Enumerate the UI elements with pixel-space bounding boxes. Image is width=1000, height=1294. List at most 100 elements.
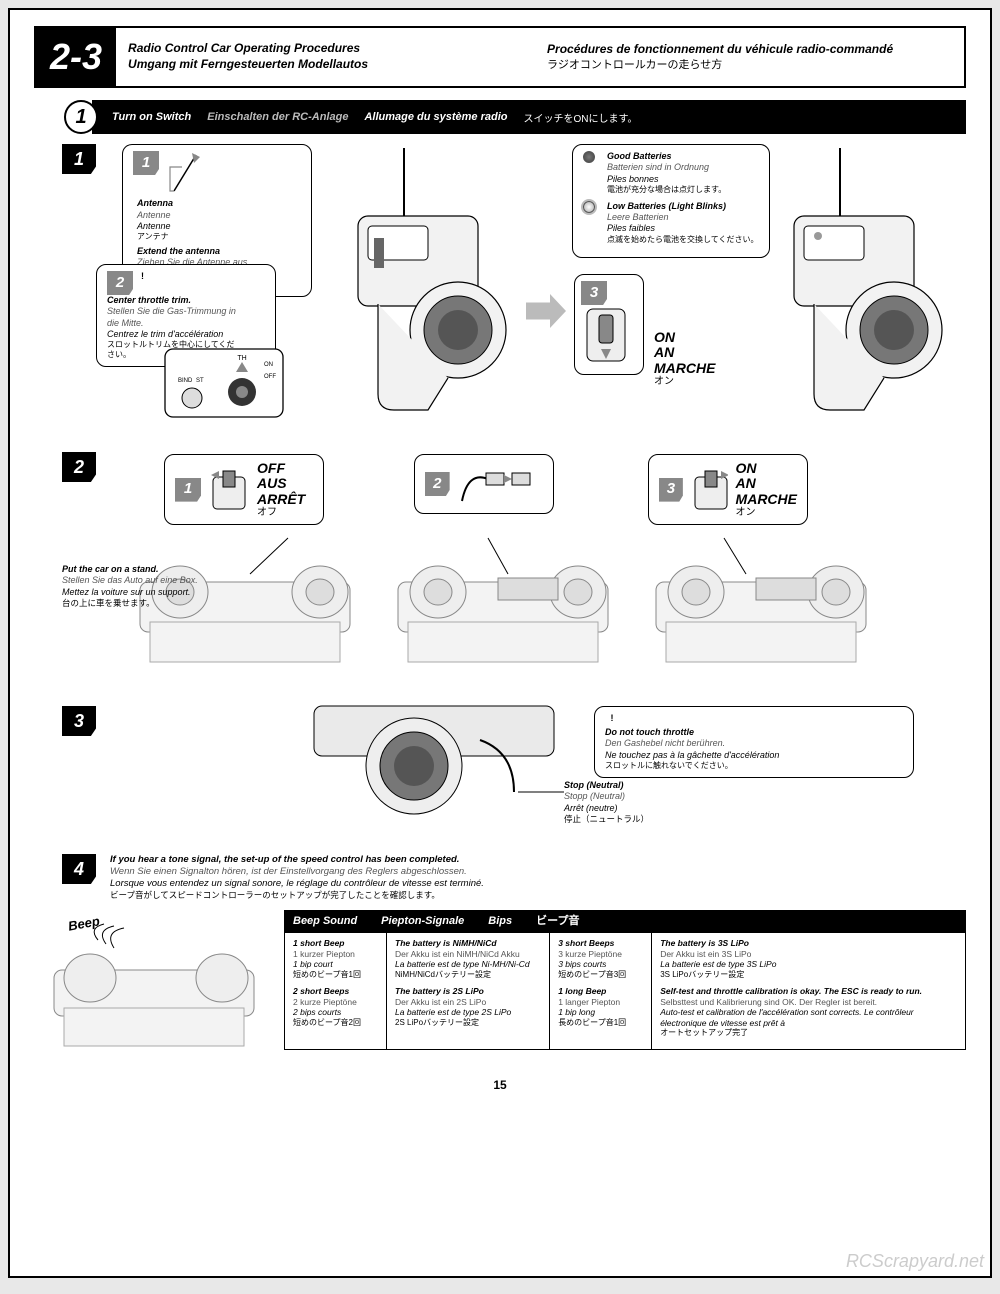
beep-h1: Beep Sound <box>293 915 357 929</box>
substep-1-circle: 1 <box>64 100 98 134</box>
on2-en: ON <box>736 461 797 476</box>
manual-page: 2-3 Radio Control Car Operating Procedur… <box>8 8 992 1278</box>
throttle-warning-callout: ! Do not touch throttle Den Gashebel nic… <box>594 706 914 778</box>
chassis-3-illustration <box>636 522 886 672</box>
stand-de: Stellen Sie das Auto auf eine Box. <box>62 575 262 586</box>
throttle-jp: スロットルに触れないでください。 <box>605 761 895 771</box>
good-de: Batterien sind in Ordnung <box>607 162 726 173</box>
step-1-row: 1 1 Antenna Antenne Antenne アンテナ Extend … <box>34 144 966 424</box>
tone-en: If you hear a tone signal, the set-up of… <box>110 854 484 866</box>
section-title-de: Umgang mit Ferngesteuerten Modellautos <box>128 57 507 73</box>
c2b-fr: La batterie est de type 2S LiPo <box>395 1007 541 1018</box>
c3a-de: 3 kurze Pieptöne <box>558 949 643 960</box>
tone-note: If you hear a tone signal, the set-up of… <box>110 854 484 900</box>
throttle-fr: Ne touchez pas à la gâchette d'accélérat… <box>605 750 895 761</box>
trim-fr: Centrez le trim d'accélération <box>107 329 237 340</box>
c2b-de: Der Akku ist ein 2S LiPo <box>395 997 541 1008</box>
c1a-de: 1 kurzer Piepton <box>293 949 378 960</box>
on-label-tx: ON AN MARCHE オン <box>654 330 715 387</box>
mini-step-2: 2 <box>107 271 133 295</box>
section-title-en: Radio Control Car Operating Procedures <box>128 41 507 57</box>
c1a-jp: 短めのビープ音1回 <box>293 970 378 980</box>
on-callout: 3 ON AN MARCHE オン <box>648 454 808 525</box>
trim-de: Stellen Sie die Gas-Trimmung in die Mitt… <box>107 306 237 329</box>
tone-de: Wenn Sie einen Signalton hören, ist der … <box>110 866 484 878</box>
svg-text:OFF: OFF <box>264 374 276 380</box>
good-en: Good Batteries <box>607 151 726 162</box>
c2a-de: Der Akku ist ein NiMH/NiCd Akku <box>395 949 541 960</box>
battery-connector-icon <box>458 461 543 507</box>
on2-jp: オン <box>736 507 797 518</box>
c1b-jp: 短めのビープ音2回 <box>293 1018 378 1028</box>
section-number: 2-3 <box>36 28 116 86</box>
c4b-fr: Auto-test et calibration de l'accélérati… <box>660 1007 957 1028</box>
c4a-de: Der Akku ist ein 3S LiPo <box>660 949 957 960</box>
switch-on-callout: 3 <box>574 274 644 375</box>
c2a-en: The battery is NiMH/NiCd <box>395 938 541 949</box>
off-de: AUS <box>257 476 305 491</box>
section-titles: Radio Control Car Operating Procedures U… <box>116 28 964 86</box>
mini-step-3: 3 <box>581 281 607 305</box>
c1b-de: 2 kurze Pieptöne <box>293 997 378 1008</box>
c2a-fr: La batterie est de type Ni-MH/Ni-Cd <box>395 959 541 970</box>
transmitter-wheel-icon <box>304 700 564 820</box>
page-number: 15 <box>34 1078 966 1092</box>
stop-jp: 停止（ニュートラル） <box>564 814 649 825</box>
c2b-en: The battery is 2S LiPo <box>395 986 541 997</box>
tone-jp: ビープ音がしてスピードコントローラーのセットアップが完了したことを確認します。 <box>110 890 484 901</box>
svg-text:BIND: BIND <box>178 378 193 384</box>
section-header: 2-3 Radio Control Car Operating Procedur… <box>34 26 966 88</box>
stand-fr: Mettez la voiture sur un support. <box>62 587 262 598</box>
good-jp: 電池が充分な場合は点灯します。 <box>607 185 726 195</box>
c4b-de: Selbsttest und Kalibrierung sind OK. Der… <box>660 997 957 1008</box>
mini-step-1: 1 <box>133 151 159 175</box>
connector-callout: 2 <box>414 454 554 514</box>
svg-text:TH: TH <box>237 355 246 362</box>
antenna-de: Antenne <box>137 210 247 221</box>
mini-step-2-1: 1 <box>175 478 201 502</box>
c3b-de: 1 langer Piepton <box>558 997 643 1008</box>
c3b-fr: 1 bip long <box>558 1007 643 1018</box>
arrow-right-icon <box>526 294 566 328</box>
stop-en: Stop (Neutral) <box>564 780 649 791</box>
trim-dial-icon: TH BINDST ONOFF <box>164 348 284 418</box>
on-en: ON <box>654 330 715 345</box>
beep-table-header: Beep Sound Piepton-Signale Bips ビープ音 <box>285 911 965 933</box>
transmitter-right-illustration <box>754 144 954 414</box>
warning-icon-2: ! <box>605 713 619 727</box>
throttle-de: Den Gashebel nicht berühren. <box>605 738 895 749</box>
substep-1-jp: スイッチをONにします。 <box>524 110 638 125</box>
stop-fr: Arrêt (neutre) <box>564 803 649 814</box>
stand-en: Put the car on a stand. <box>62 564 262 575</box>
c2b-jp: 2S LiPoバッテリー設定 <box>395 1018 541 1028</box>
c4a-jp: 3S LiPoバッテリー設定 <box>660 970 957 980</box>
c3b-en: 1 long Beep <box>558 986 643 997</box>
c3a-fr: 3 bips courts <box>558 959 643 970</box>
off-fr: ARRÊT <box>257 492 305 507</box>
step-4-row: 4 If you hear a tone signal, the set-up … <box>34 854 966 1060</box>
low-jp: 点滅を始めたら電池を交換してください。 <box>607 235 759 245</box>
substep-1-bar: 1 Turn on Switch Einschalten der RC-Anla… <box>64 100 966 134</box>
chassis-2-illustration <box>378 522 628 672</box>
warning-icon: ! <box>136 271 150 285</box>
off-en: OFF <box>257 461 305 476</box>
svg-text:ST: ST <box>196 378 204 384</box>
antenna-fr: Antenne <box>137 221 247 232</box>
stand-note: Put the car on a stand. Stellen Sie das … <box>62 564 262 608</box>
c4b-en: Self-test and throttle calibration is ok… <box>660 986 957 997</box>
c3a-jp: 短めのビープ音3回 <box>558 970 643 980</box>
watermark-text: RCScrapyard.net <box>846 1251 984 1272</box>
esc-switch-off-icon <box>209 467 249 513</box>
c1b-fr: 2 bips courts <box>293 1007 378 1018</box>
stop-de: Stopp (Neutral) <box>564 791 649 802</box>
led-blink-icon <box>583 201 595 213</box>
esc-switch-on-icon <box>691 467 728 513</box>
mini-step-2-3: 3 <box>659 478 683 502</box>
step-2-row: 2 1 OFF AUS ARRÊT オフ 2 3 <box>34 452 966 682</box>
on2-fr: MARCHE <box>736 492 797 507</box>
low-de: Leere Batterien <box>607 212 759 223</box>
stand-jp: 台の上に車を乗せます。 <box>62 598 262 609</box>
throttle-en: Do not touch throttle <box>605 727 895 738</box>
extend-en: Extend the antenna <box>137 246 247 257</box>
antenna-en: Antenna <box>137 198 247 209</box>
